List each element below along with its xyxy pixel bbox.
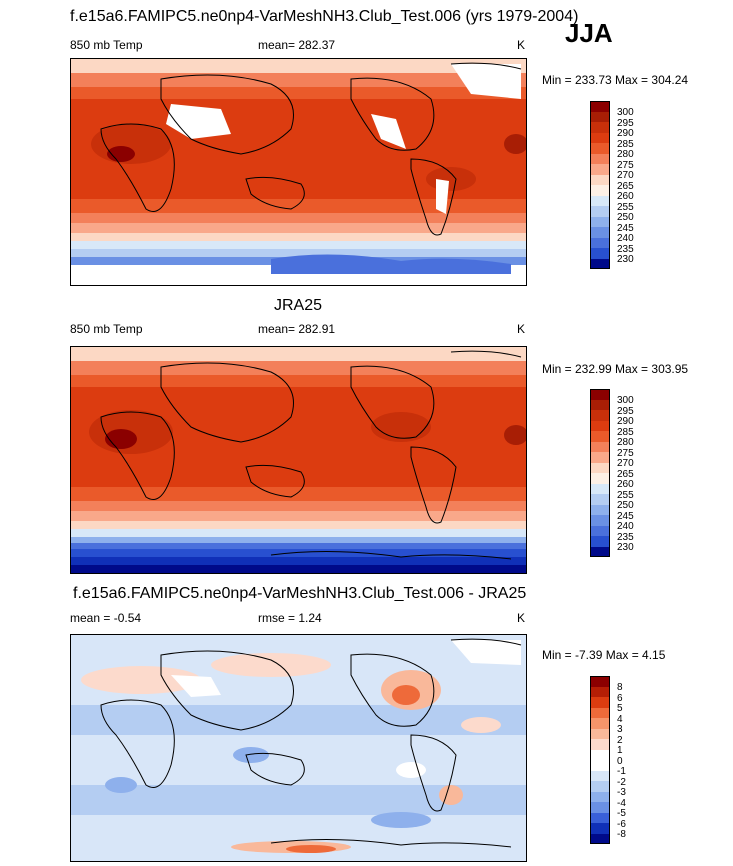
panel-model-colorbar-labels: 300 295 290 285 280 275 270 265 260 255 250 24… [617, 107, 634, 265]
panel-obs-title: JRA25 [274, 297, 323, 314]
panel-diff-mean: mean = -0.54 [70, 611, 142, 625]
panel-obs-minmax: Min = 232.99 Max = 303.95 [542, 362, 689, 376]
panel-model-map [70, 58, 527, 286]
panel-obs-units: K [517, 322, 526, 336]
panel-diff-minmax: Min = -7.39 Max = 4.15 [542, 648, 666, 662]
panel-obs-map [70, 346, 527, 574]
panel-diff-rmse: rmse = 1.24 [258, 611, 322, 625]
panel-obs-mean: mean= 282.91 [258, 322, 336, 336]
panel-model-colorbar [590, 101, 610, 269]
panel-diff-colorbar [590, 676, 610, 844]
season-label: JJA [565, 18, 613, 48]
panel-model-minmax: Min = 233.73 Max = 304.24 [542, 73, 689, 87]
panel-obs-colorbar-labels: 300 295 290 285 280 275 270 265 260 255 250 24… [617, 395, 634, 553]
panel-model-left-label: 850 mb Temp [70, 38, 143, 52]
panel-diff-map [70, 634, 527, 862]
panel-model-title: f.e15a6.FAMIPC5.ne0np4-VarMeshNH3.Club_T… [70, 8, 579, 25]
panel-diff-units: K [517, 611, 526, 625]
panel-obs-colorbar [590, 389, 610, 557]
panel-model-units: K [517, 38, 526, 52]
panel-model-mean: mean= 282.37 [258, 38, 336, 52]
panel-diff-title: f.e15a6.FAMIPC5.ne0np4-VarMeshNH3.Club_T… [73, 585, 527, 602]
panel-obs-left-label: 850 mb Temp [70, 322, 143, 336]
